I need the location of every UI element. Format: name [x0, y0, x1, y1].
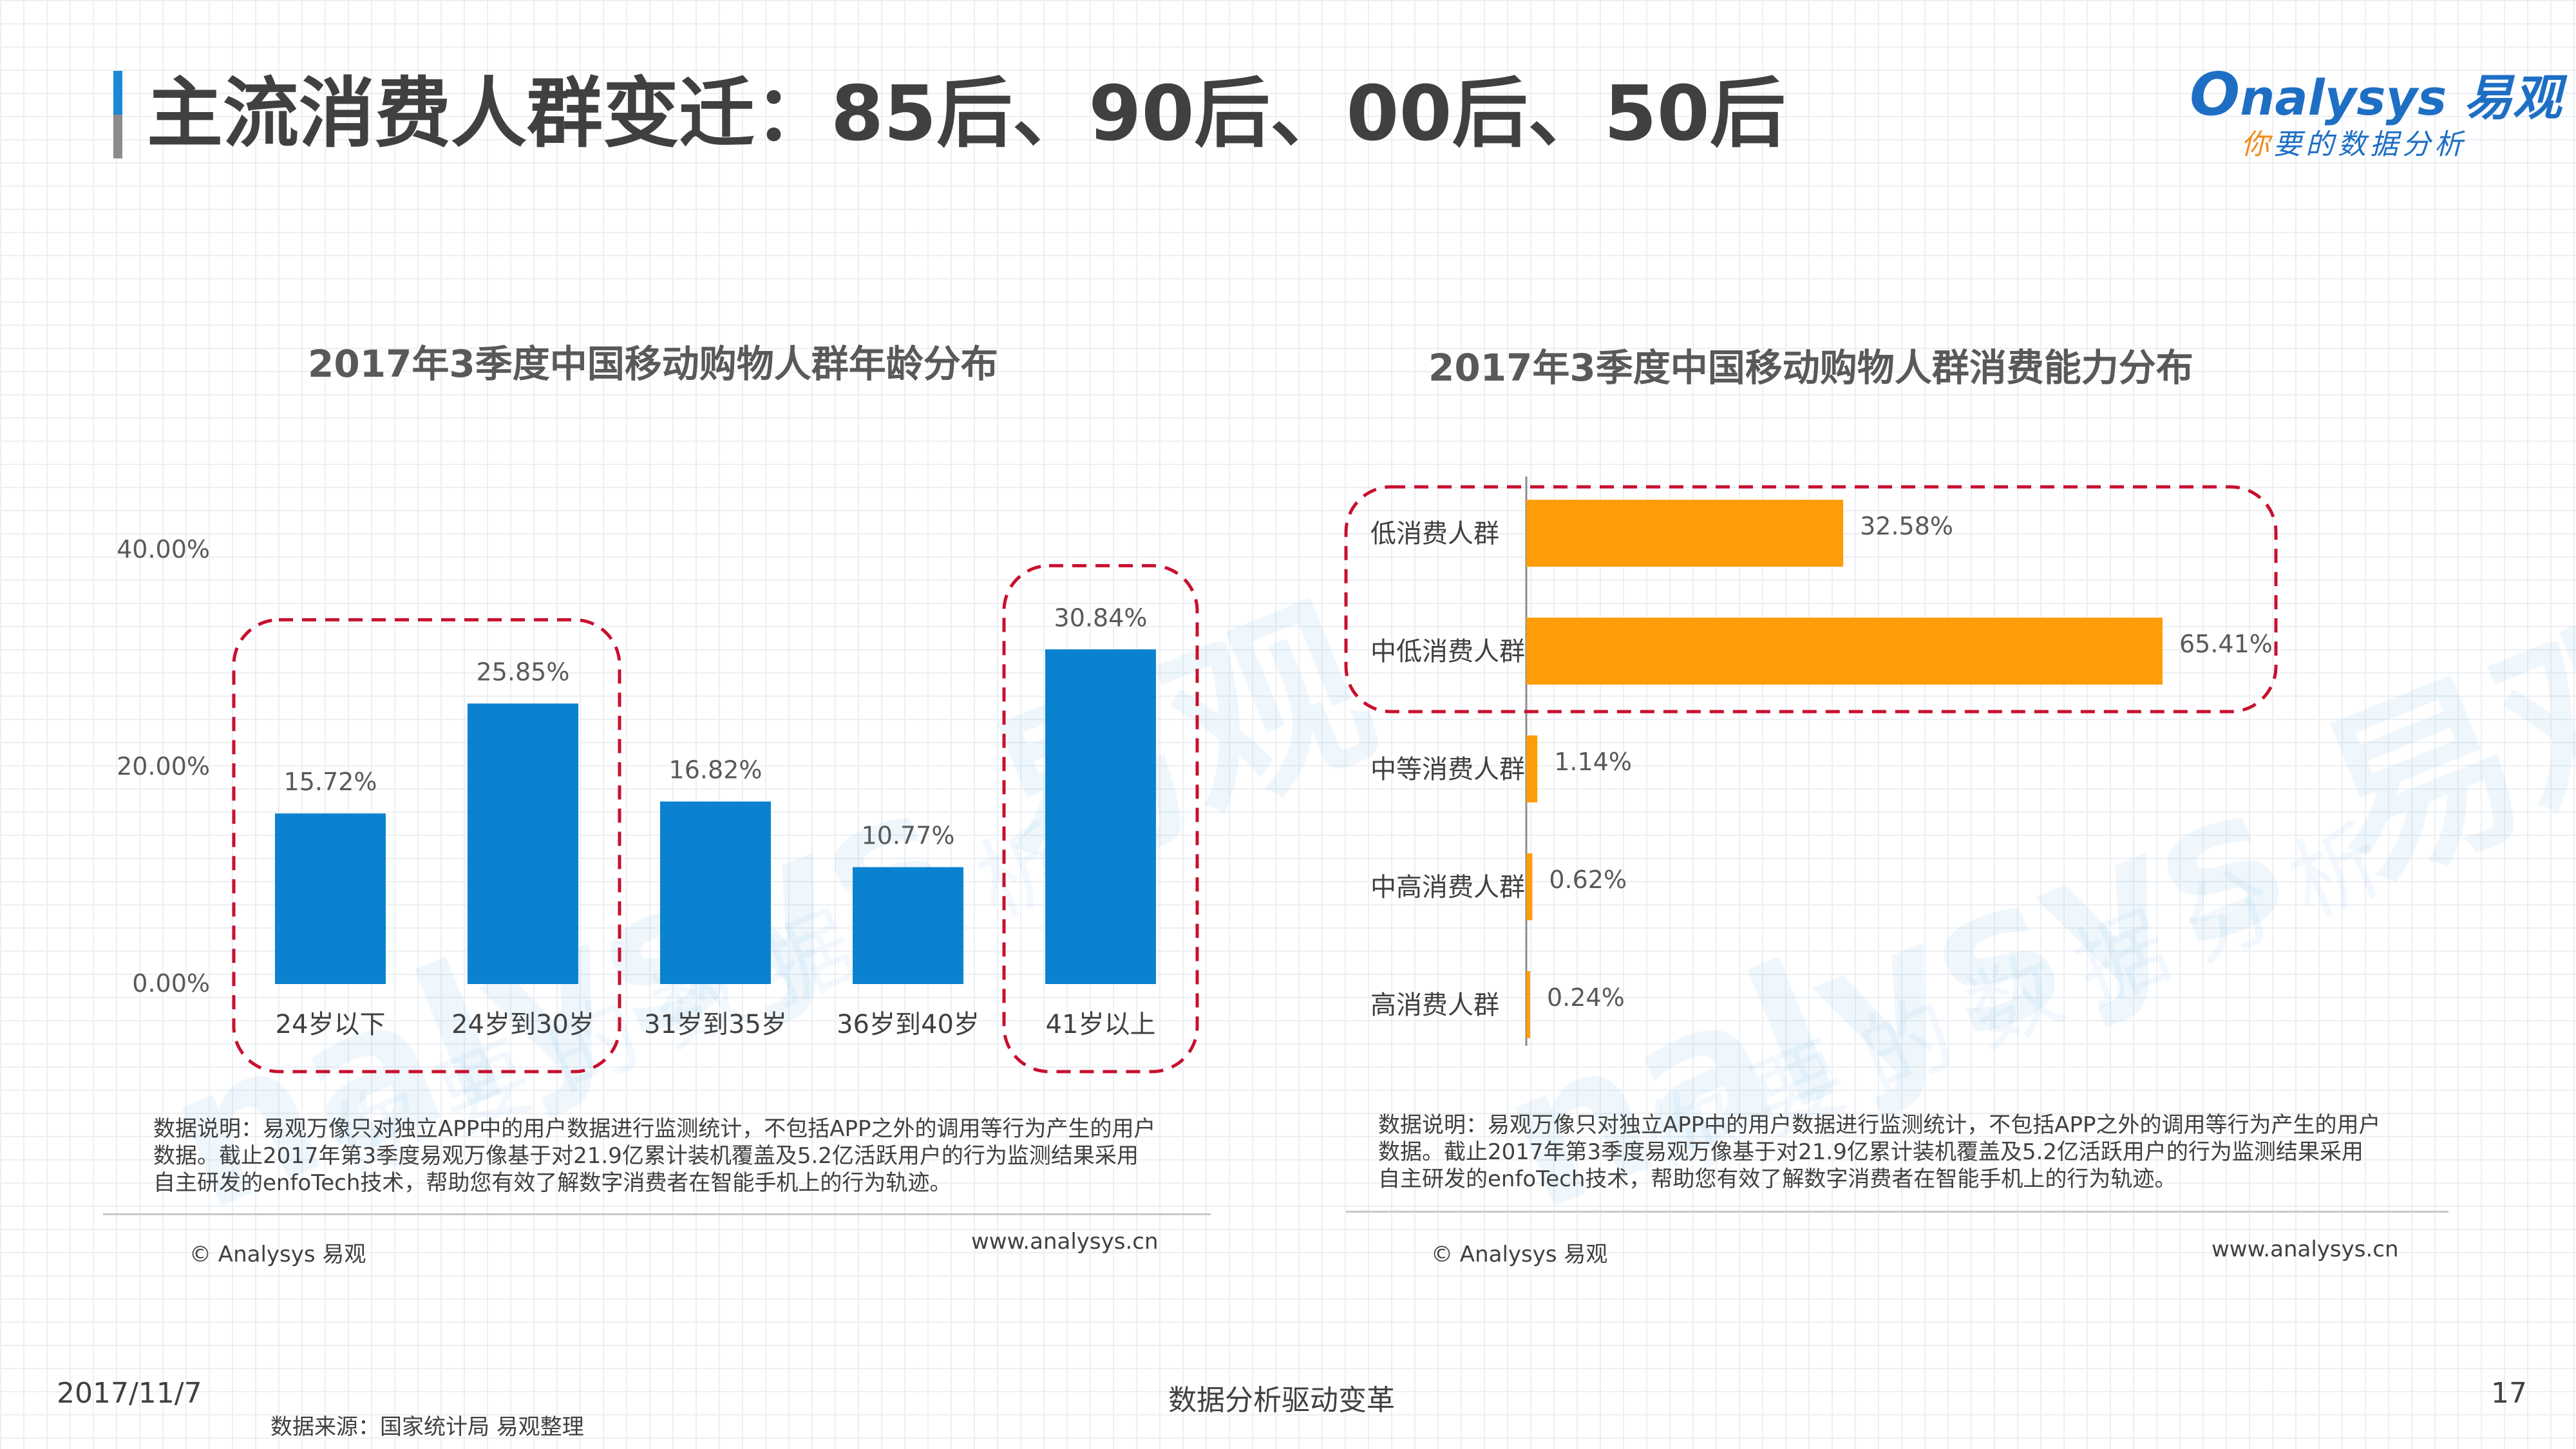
logo-brand: Onalysys 易观: [2190, 58, 2562, 129]
bar-value-label: 30.84%: [1054, 603, 1148, 632]
logo-slogan-first: 你: [2241, 128, 2273, 161]
bar-value-label: 10.77%: [862, 822, 955, 850]
analysys-logo: Onalysys 易观 你要的数据分析: [2190, 58, 2562, 167]
page-title: 主流消费人群变迁：85后、90后、00后、50后: [147, 69, 1786, 158]
bar-value-label: 0.24%: [1547, 983, 1625, 1012]
y-category-label: 中等消费人群: [1370, 755, 1525, 784]
consumption-bar: [1526, 500, 1844, 567]
age-bar: [1045, 649, 1156, 984]
y-tick-label: 40.00%: [117, 535, 210, 564]
logo-slogan-rest: 要的数据分析: [2273, 128, 2467, 161]
logo-brand-rest: nalysys 易观: [2240, 69, 2562, 126]
right-chart-title: 2017年3季度中国移动购物人群消费能力分布: [1428, 346, 2193, 390]
footer-source: 数据来源：国家统计局 易观整理: [270, 1414, 584, 1440]
x-category-label: 31岁到35岁: [644, 1010, 787, 1039]
x-category-label: 24岁以下: [276, 1010, 386, 1039]
bar-value-label: 0.62%: [1549, 866, 1627, 894]
bar-value-label: 15.72%: [284, 768, 377, 796]
right-website: www.analysys.cn: [2211, 1236, 2399, 1262]
left-copyright: © Analysys 易观: [189, 1242, 366, 1267]
bar-value-label: 32.58%: [1860, 512, 1953, 540]
y-category-label: 低消费人群: [1370, 519, 1499, 549]
highlight-box: [232, 618, 621, 1074]
footer-date: 2017/11/7: [57, 1377, 202, 1410]
highlight-box: [1344, 485, 2278, 714]
y-category-label: 中高消费人群: [1370, 873, 1525, 902]
footer-page-number: 17: [2491, 1377, 2527, 1410]
left-data-note: 数据说明：易观万像只对独立APP中的用户数据进行监测统计，不包括APP之外的调用…: [153, 1116, 1156, 1196]
y-tick-label: 0.00%: [132, 969, 210, 998]
logo-slogan: 你要的数据分析: [2241, 121, 2467, 162]
y-category-label: 高消费人群: [1370, 990, 1499, 1020]
right-data-note: 数据说明：易观万像只对独立APP中的用户数据进行监测统计，不包括APP之外的调用…: [1378, 1112, 2381, 1192]
x-category-label: 41岁以上: [1046, 1010, 1156, 1039]
highlight-box: [1002, 564, 1199, 1074]
consumption-bar: [1526, 853, 1533, 920]
bar-value-label: 25.85%: [477, 658, 570, 686]
y-tick-label: 20.00%: [117, 752, 210, 781]
consumption-bar: [1526, 971, 1530, 1038]
title-accent-bar: [113, 71, 122, 158]
consumption-bar: [1526, 618, 2163, 685]
bar-value-label: 1.14%: [1554, 748, 1632, 776]
right-divider: [1346, 1211, 2448, 1213]
consumption-bar: [1526, 735, 1538, 802]
bar-value-label: 16.82%: [669, 756, 762, 784]
logo-brand-first: O: [2190, 60, 2240, 129]
x-category-label: 24岁到30岁: [451, 1010, 594, 1039]
x-category-label: 36岁到40岁: [837, 1010, 980, 1039]
left-chart-title: 2017年3季度中国移动购物人群年龄分布: [308, 342, 998, 386]
left-website: www.analysys.cn: [971, 1229, 1159, 1255]
left-divider: [103, 1213, 1211, 1215]
age-bar: [853, 867, 963, 984]
age-bar: [275, 813, 386, 984]
y-category-label: 中低消费人群: [1370, 637, 1525, 667]
footer-slogan: 数据分析驱动变革: [1168, 1384, 1395, 1417]
age-bar: [660, 801, 771, 984]
right-copyright: © Analysys 易观: [1431, 1242, 1608, 1267]
age-bar: [468, 703, 578, 984]
bar-value-label: 65.41%: [2179, 630, 2273, 658]
